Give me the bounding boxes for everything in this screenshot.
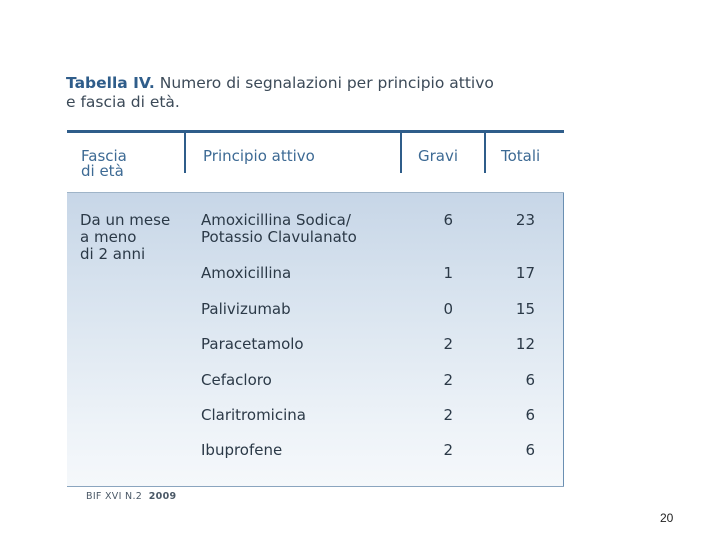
- principio-line: Amoxicillina Sodica/: [201, 211, 351, 229]
- table-right-edge: [563, 193, 564, 486]
- table-row-gravi: 2: [443, 335, 453, 353]
- table-row-gravi: 1: [443, 264, 453, 282]
- footer-year: 2009: [148, 491, 177, 502]
- header-fascia-line1: Fascia: [81, 147, 127, 165]
- age-group-cell: Da un mese a meno di 2 anni: [80, 212, 170, 263]
- source-footer: BIF XVI N.2 2009: [86, 491, 176, 502]
- table-header: Fascia di età Principio attivo Gravi Tot…: [67, 133, 564, 192]
- table-row-gravi: 2: [443, 371, 453, 389]
- table-row-principio: Amoxicillina: [201, 264, 292, 282]
- header-fascia: Fascia di età: [81, 149, 127, 179]
- table-row-principio: Cefacloro: [201, 371, 272, 389]
- table-row-totali: 12: [515, 335, 535, 353]
- table-row-principio: Ibuprofene: [201, 441, 283, 459]
- caption-title-text: Numero di segnalazioni per principio att…: [159, 74, 494, 92]
- caption-line-2: e fascia di età.: [66, 93, 180, 111]
- table-row-gravi: 2: [443, 441, 453, 459]
- header-gravi: Gravi: [418, 147, 459, 165]
- table-row-totali: 6: [525, 441, 535, 459]
- table-row-totali: 23: [515, 211, 535, 229]
- table-row-totali: 15: [515, 300, 535, 318]
- table-caption: Tabella IV. Numero di segnalazioni per p…: [66, 74, 566, 112]
- table-top-rule: [67, 130, 564, 133]
- table-row-gravi: 6: [443, 211, 453, 229]
- table-body: Da un mese a meno di 2 anni Amoxicillina…: [67, 193, 564, 486]
- age-group-line3: di 2 anni: [80, 245, 146, 263]
- header-totali: Totali: [501, 147, 541, 165]
- footer-source: BIF XVI N.2: [86, 491, 143, 502]
- table-row-gravi: 2: [443, 406, 453, 424]
- table-row-gravi: 0: [443, 300, 453, 318]
- table-row-totali: 17: [515, 264, 535, 282]
- caption-table-label: Tabella IV.: [66, 74, 155, 92]
- table-row-principio: Paracetamolo: [201, 335, 304, 353]
- header-principio: Principio attivo: [203, 147, 315, 165]
- age-group-line2: a meno: [80, 228, 137, 246]
- table-bottom-rule: [67, 486, 564, 487]
- header-fascia-line2: di età: [81, 162, 124, 180]
- table-row-principio: Claritromicina: [201, 406, 306, 424]
- page-number: 20: [660, 511, 674, 525]
- header-divider-2: [400, 133, 402, 173]
- header-bottom-rule: [67, 192, 564, 193]
- data-table: Fascia di età Principio attivo Gravi Tot…: [67, 130, 564, 486]
- table-row-principio: Palivizumab: [201, 300, 291, 318]
- age-group-line1: Da un mese: [80, 211, 171, 229]
- principio-line: Potassio Clavulanato: [201, 228, 357, 246]
- header-divider-1: [184, 133, 186, 173]
- table-row-totali: 6: [525, 406, 535, 424]
- table-row-principio: Amoxicillina Sodica/ Potassio Clavulanat…: [201, 212, 357, 246]
- caption-line-1: Tabella IV. Numero di segnalazioni per p…: [66, 74, 566, 93]
- table-row-totali: 6: [525, 371, 535, 389]
- header-divider-3: [484, 133, 486, 173]
